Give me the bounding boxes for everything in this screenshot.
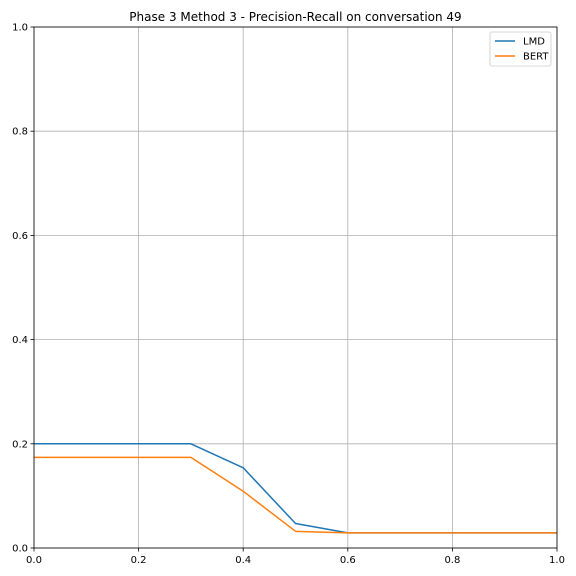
x-axis: 0.0 0.2 0.4 0.6 0.8 1.0	[26, 548, 565, 566]
legend-label: LMD	[523, 37, 545, 48]
y-axis: 0.0 0.2 0.4 0.6 0.8 1.0	[12, 23, 34, 555]
chart-title: Phase 3 Method 3 - Precision-Recall on c…	[129, 10, 461, 24]
x-tick-label: 0.0	[26, 555, 42, 566]
y-tick-label: 1.0	[12, 23, 28, 34]
y-tick-label: 0.0	[12, 544, 28, 555]
series-group	[34, 443, 557, 534]
legend-label: BERT	[523, 52, 549, 63]
series-line-bert	[34, 456, 557, 534]
x-tick-label: 0.8	[444, 555, 460, 566]
x-tick-label: 1.0	[549, 555, 565, 566]
x-tick-label: 0.2	[131, 555, 147, 566]
plot-frame	[33, 26, 558, 549]
x-tick-label: 0.6	[340, 555, 356, 566]
grid-lines	[33, 26, 558, 549]
y-tick-label: 0.4	[12, 335, 28, 346]
legend: LMD BERT	[489, 31, 552, 67]
y-tick-label: 0.8	[12, 127, 28, 138]
x-tick-label: 0.4	[235, 555, 251, 566]
y-tick-label: 0.6	[12, 231, 28, 242]
y-tick-label: 0.2	[12, 439, 28, 450]
